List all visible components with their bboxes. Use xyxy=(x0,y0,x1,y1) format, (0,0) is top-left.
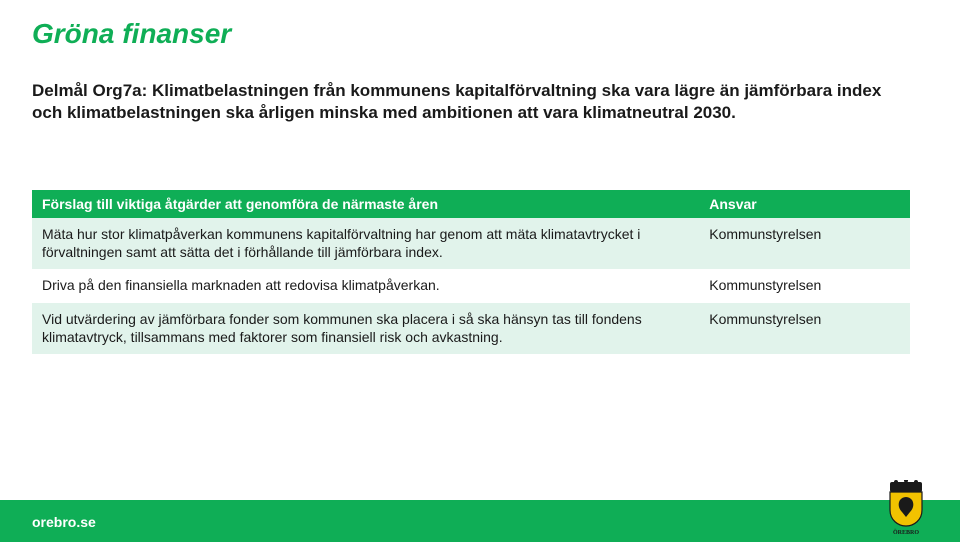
cell-responsible: Kommunstyrelsen xyxy=(699,218,910,269)
table-row: Vid utvärdering av jämförbara fonder som… xyxy=(32,303,910,354)
cell-responsible: Kommunstyrelsen xyxy=(699,269,910,303)
cell-action: Driva på den finansiella marknaden att r… xyxy=(32,269,699,303)
footer-site-text: orebro.se xyxy=(32,514,96,530)
cell-responsible: Kommunstyrelsen xyxy=(699,303,910,354)
actions-table-wrapper: Förslag till viktiga åtgärder att genomf… xyxy=(32,190,910,354)
cell-action: Vid utvärdering av jämförbara fonder som… xyxy=(32,303,699,354)
orebro-crest-icon: ÖREBRO xyxy=(884,480,928,536)
slide-title: Gröna finanser xyxy=(32,18,231,50)
table-header-responsible: Ansvar xyxy=(699,190,910,218)
cell-action: Mäta hur stor klimatpåverkan kommunens k… xyxy=(32,218,699,269)
logo-label: ÖREBRO xyxy=(893,529,919,536)
footer-bar: orebro.se ÖREBRO xyxy=(0,500,960,542)
actions-table: Förslag till viktiga åtgärder att genomf… xyxy=(32,190,910,354)
table-header-row: Förslag till viktiga åtgärder att genomf… xyxy=(32,190,910,218)
table-row: Mäta hur stor klimatpåverkan kommunens k… xyxy=(32,218,910,269)
intro-paragraph: Delmål Org7a: Klimatbelastningen från ko… xyxy=(32,80,910,124)
footer-logo: ÖREBRO xyxy=(884,480,928,536)
table-header-action: Förslag till viktiga åtgärder att genomf… xyxy=(32,190,699,218)
table-row: Driva på den finansiella marknaden att r… xyxy=(32,269,910,303)
slide: Gröna finanser Delmål Org7a: Klimatbelas… xyxy=(0,0,960,542)
